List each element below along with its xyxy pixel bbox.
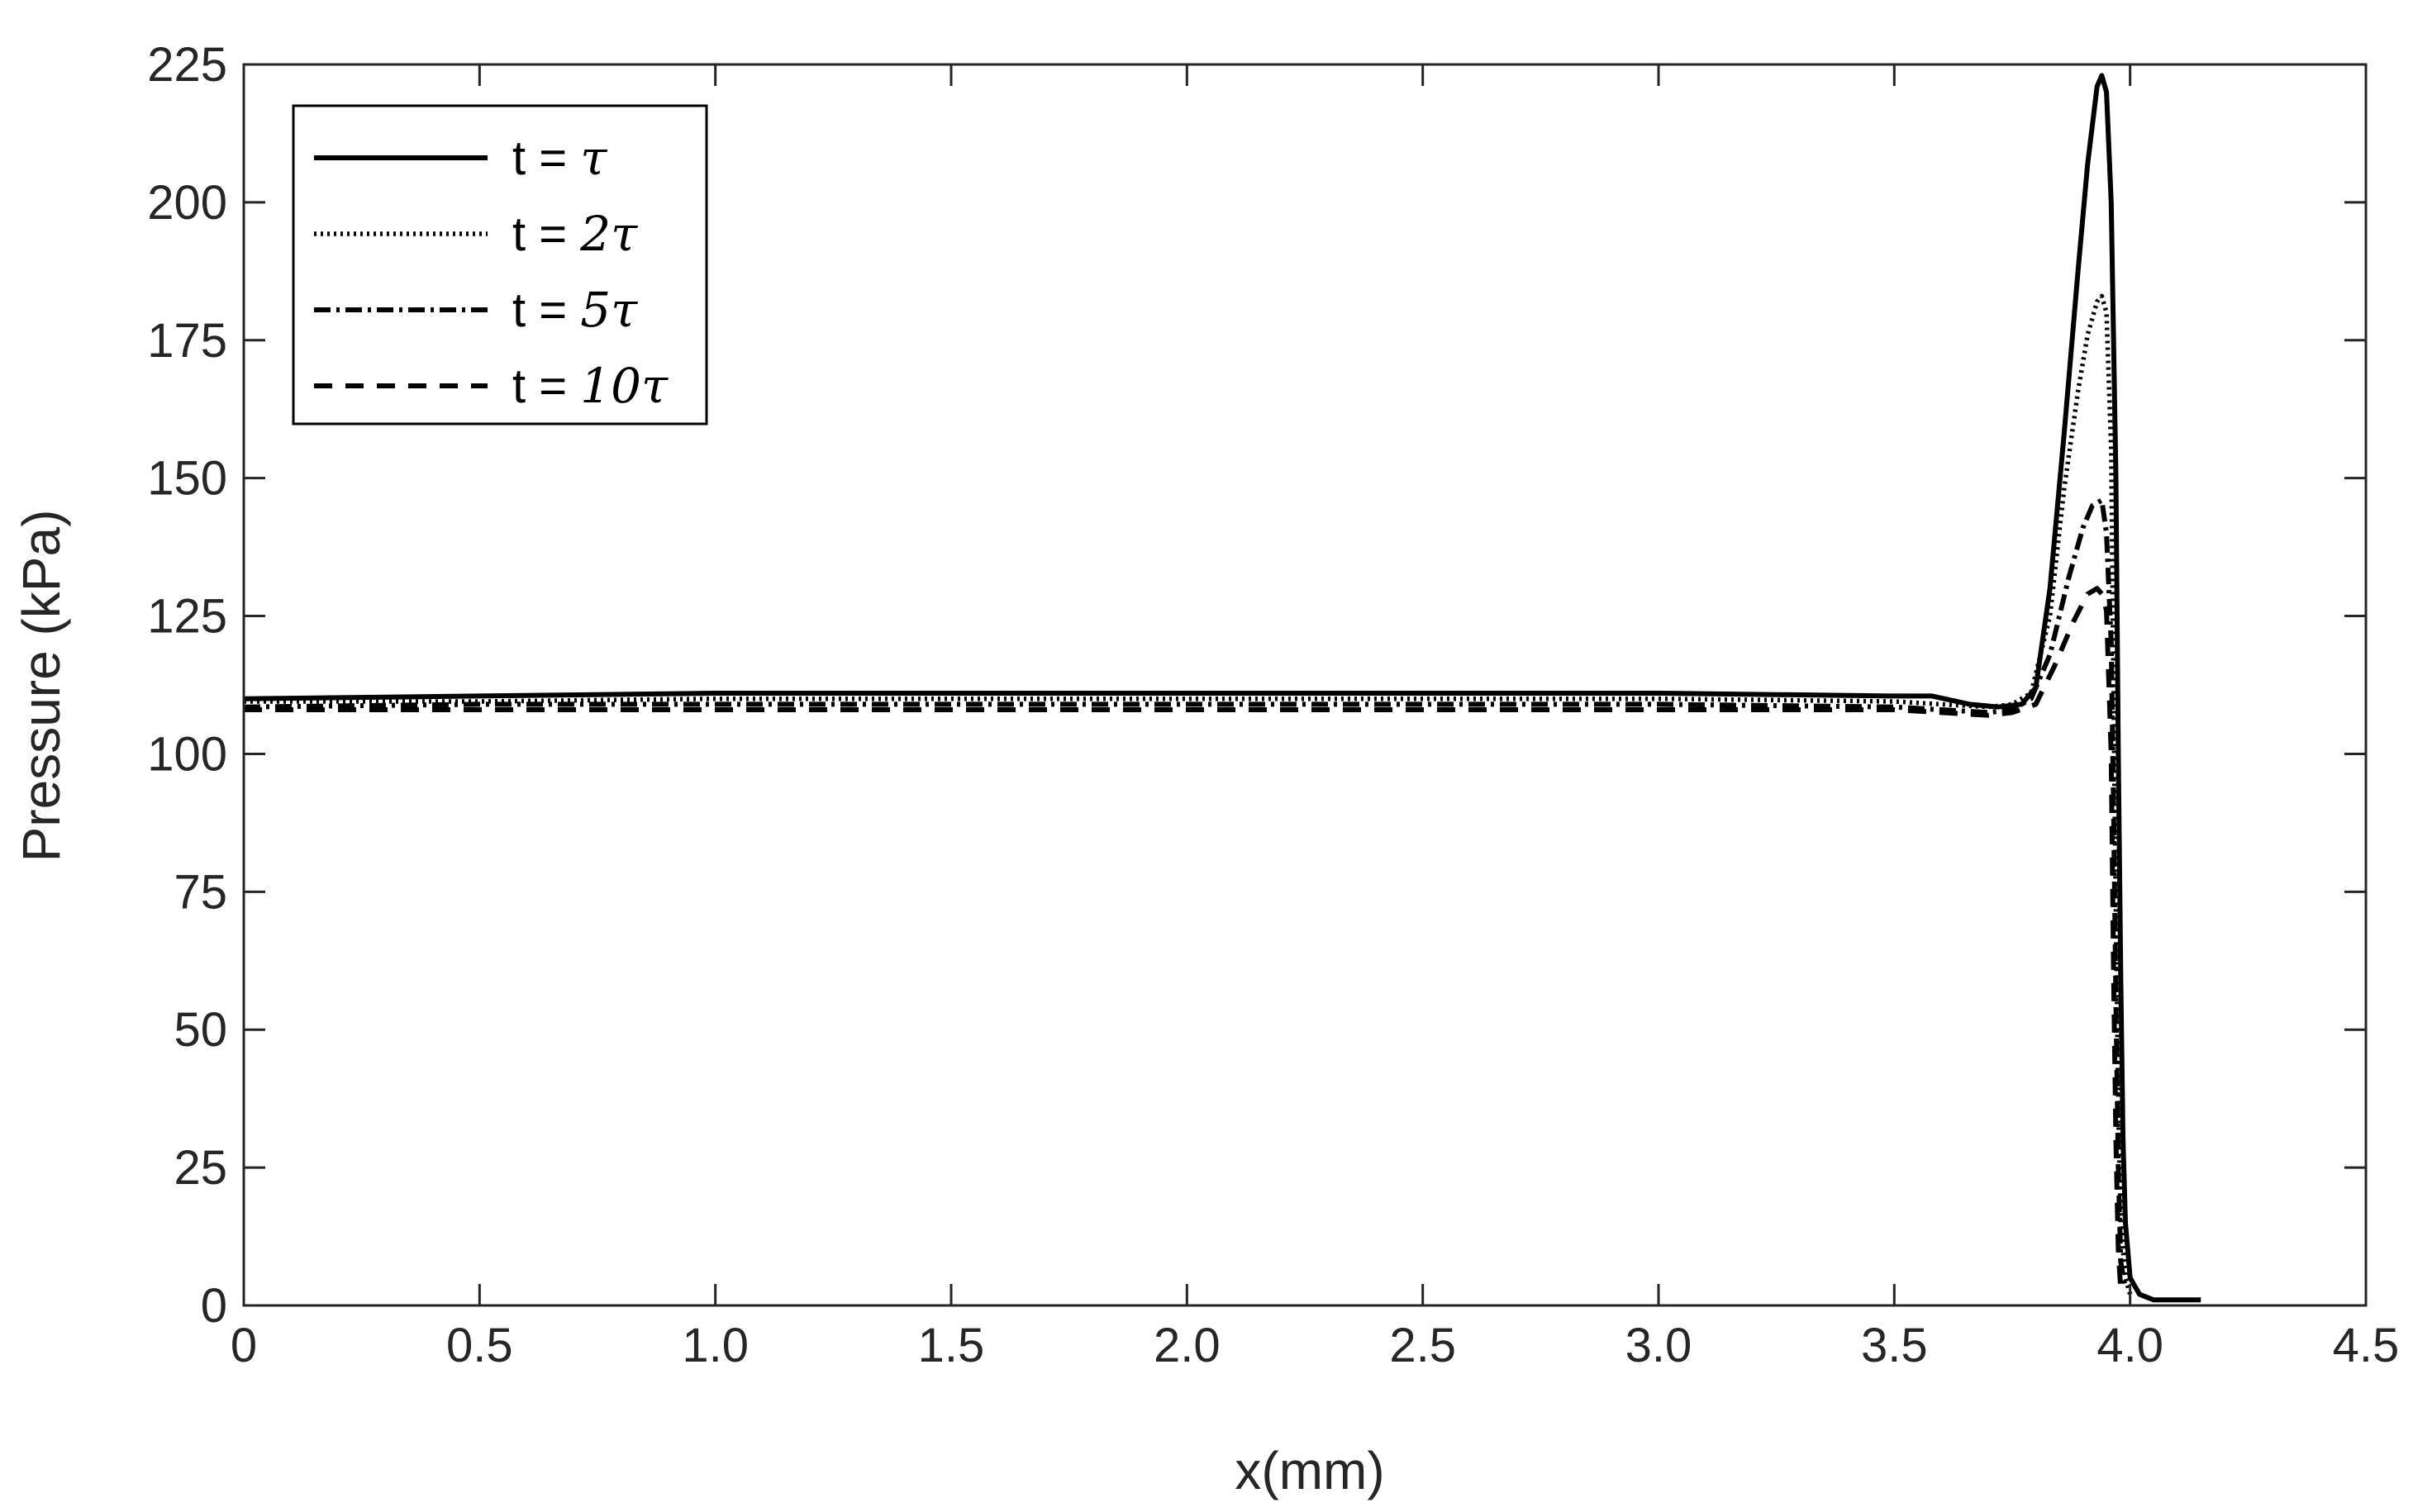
- legend-label-prefix: t =: [512, 131, 580, 185]
- legend-label-3: t = 5τ: [512, 282, 638, 338]
- x-tick-label: 0: [231, 1319, 257, 1372]
- legend: t = τt = 2τt = 5τt = 10τ: [292, 104, 708, 426]
- legend-label-prefix: t =: [512, 283, 580, 337]
- x-tick-label: 2.5: [1389, 1319, 1456, 1372]
- y-tick-label: 100: [147, 727, 227, 781]
- y-tick-label: 225: [147, 38, 227, 92]
- legend-label-symbol: 2τ: [579, 206, 638, 262]
- x-tick-label: 3.0: [1625, 1319, 1692, 1372]
- legend-label-1: t = τ: [512, 130, 607, 186]
- legend-label-symbol: 5τ: [580, 282, 638, 338]
- y-tick-label: 25: [174, 1141, 227, 1195]
- plot-frame: [242, 63, 2368, 1307]
- x-tick-label: 2.0: [1154, 1319, 1221, 1372]
- legend-label-2: t = 2τ: [512, 206, 638, 262]
- legend-label-symbol: 10τ: [580, 358, 669, 414]
- legend-label-4: t = 10τ: [512, 358, 669, 414]
- y-tick-label: 50: [174, 1003, 227, 1057]
- legend-label-prefix: t =: [512, 207, 580, 261]
- series-line-1: [243, 73, 2201, 1303]
- x-tick-label: 3.5: [1861, 1319, 1928, 1372]
- y-tick-label: 75: [174, 865, 227, 919]
- y-tick-label: 150: [147, 452, 227, 506]
- x-tick-label: 1.5: [918, 1319, 985, 1372]
- y-tick-label: 125: [147, 590, 227, 644]
- series-layer: [243, 73, 2201, 1303]
- series-line-4: [244, 586, 2124, 1290]
- legend-label-prefix: t =: [512, 359, 580, 413]
- x-axis-label: x(mm): [1235, 1441, 1384, 1500]
- axes-layer: 0 0.5 1.0 1.5 2.0 2.5 3.0 3.5 4.0 4.5 0 25 50 75 100 12…: [147, 38, 2399, 1372]
- x-tick-label: 1.0: [682, 1319, 749, 1372]
- legend-label-symbol: τ: [580, 130, 607, 186]
- y-axis-label: Pressure (kPa): [12, 510, 71, 863]
- y-tick-label: 0: [201, 1279, 227, 1333]
- y-tick-label: 175: [147, 314, 227, 368]
- x-tick-label: 4.5: [2333, 1319, 2400, 1372]
- x-tick-label: 4.0: [2096, 1319, 2163, 1372]
- y-tick-label: 200: [147, 176, 227, 230]
- x-tick-label: 0.5: [446, 1319, 513, 1372]
